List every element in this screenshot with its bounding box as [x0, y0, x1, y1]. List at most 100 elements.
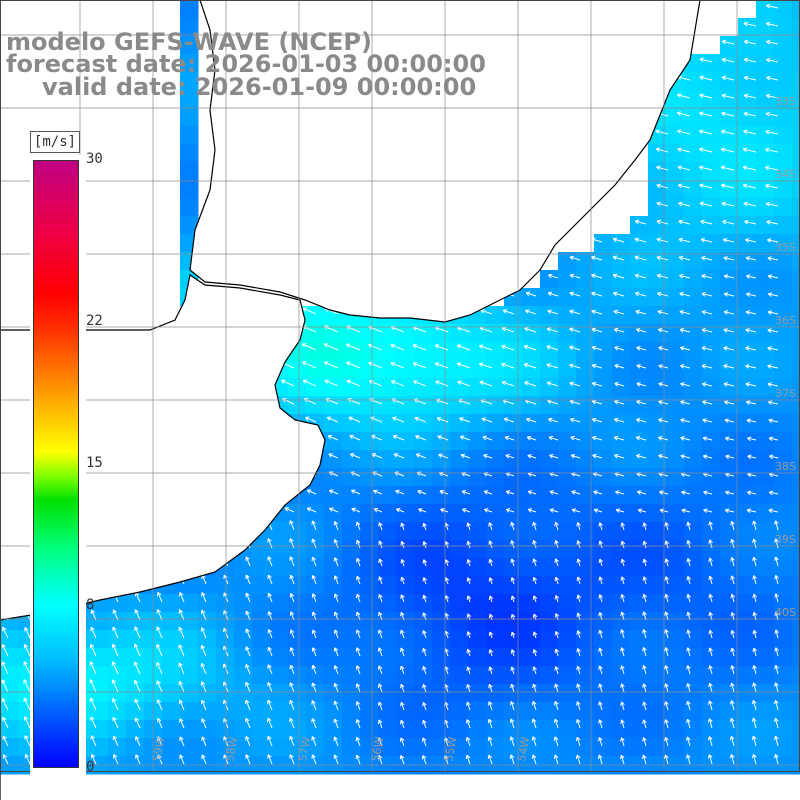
wind-arrow [434, 344, 449, 351]
wind-speed-cell [666, 288, 685, 307]
wind-speed-cell [450, 522, 469, 541]
wind-speed-cell [774, 234, 793, 253]
wind-speed-cell [342, 738, 361, 757]
wind-speed-cell [630, 504, 649, 523]
wind-arrow [415, 453, 427, 459]
wind-speed-cell [720, 126, 739, 145]
wind-speed-cell [306, 378, 325, 397]
wind-speed-cell [720, 144, 739, 163]
wind-speed-cell [486, 342, 505, 361]
wind-speed-cell [450, 360, 469, 379]
wind-speed-cell [522, 738, 541, 757]
wind-speed-cell [342, 612, 361, 631]
wind-arrow [157, 736, 163, 747]
wind-arrow [773, 717, 779, 729]
wind-arrow [642, 719, 647, 729]
wind-speed-cell [540, 612, 559, 631]
wind-arrow [510, 540, 515, 549]
wind-speed-cell [738, 36, 757, 55]
wind-arrow [245, 628, 251, 639]
wind-arrow [752, 556, 757, 567]
wind-arrow [725, 490, 735, 496]
wind-arrow [111, 661, 119, 675]
wind-speed-cell [666, 396, 685, 415]
wind-speed-cell [612, 522, 631, 541]
wind-speed-cell [324, 648, 343, 667]
wind-arrow [664, 719, 669, 729]
wind-arrow [767, 382, 779, 387]
wind-arrow [620, 629, 625, 639]
wind-arrow [346, 361, 361, 369]
wind-arrow [201, 718, 207, 729]
wind-speed-cell [738, 234, 757, 253]
wind-arrow [134, 717, 141, 729]
wind-arrow [532, 631, 538, 639]
wind-arrow [501, 326, 515, 333]
wind-arrow [681, 490, 691, 495]
wind-speed-cell [756, 414, 775, 433]
wind-speed-cell [216, 702, 235, 721]
wind-speed-cell [774, 630, 793, 649]
wind-arrow [752, 682, 757, 693]
wind-speed-cell [432, 738, 451, 757]
wind-speed-cell [792, 54, 800, 73]
wind-speed-cell [324, 414, 343, 433]
wind-arrow [24, 754, 31, 765]
wind-speed-cell [774, 450, 793, 469]
wind-arrow [634, 219, 647, 225]
wind-speed-cell [756, 396, 775, 415]
wind-speed-cell [720, 702, 739, 721]
wind-speed-cell [738, 594, 757, 613]
wind-speed-cell [252, 594, 271, 613]
wind-arrow [742, 165, 757, 171]
wind-speed-cell [594, 486, 613, 505]
wind-speed-cell [432, 558, 451, 577]
wind-speed-cell [648, 558, 667, 577]
wind-speed-cell [684, 108, 703, 127]
wind-arrow [289, 699, 295, 711]
wind-speed-cell [576, 450, 595, 469]
wind-arrow [323, 343, 339, 351]
wind-speed-cell [468, 450, 487, 469]
wind-arrow [747, 436, 757, 442]
wind-speed-cell [0, 738, 19, 757]
wind-arrow [658, 364, 669, 369]
wind-speed-cell [666, 702, 685, 721]
wind-arrow [2, 626, 9, 639]
wind-speed-cell [792, 594, 800, 613]
wind-speed-cell [396, 396, 415, 415]
wind-arrow [620, 701, 625, 711]
wind-arrow [179, 736, 185, 747]
wind-speed-cell [684, 72, 703, 91]
wind-speed-cell [540, 324, 559, 343]
wind-speed-cell [306, 612, 325, 631]
wind-speed-cell [558, 342, 577, 361]
wind-arrow [730, 647, 735, 657]
wind-speed-cell [630, 450, 649, 469]
wind-speed-cell [756, 738, 775, 757]
wind-speed-cell [180, 36, 199, 55]
wind-speed-cell [414, 450, 433, 469]
wind-speed-cell [504, 306, 523, 325]
wind-arrow [355, 683, 361, 693]
wind-speed-cell [738, 108, 757, 127]
wind-speed-cell [360, 576, 379, 595]
wind-speed-cell [432, 450, 451, 469]
wind-arrow [554, 558, 559, 567]
wind-arrow [707, 754, 713, 765]
wind-speed-cell [684, 306, 703, 325]
wind-speed-cell [666, 612, 685, 631]
wind-arrow [355, 629, 361, 639]
wind-arrow [708, 593, 713, 603]
wind-arrow [156, 609, 163, 621]
wind-speed-cell [504, 486, 523, 505]
wind-speed-cell [720, 54, 739, 73]
wind-arrow [729, 717, 735, 729]
wind-speed-cell [396, 540, 415, 559]
wind-speed-cell [432, 486, 451, 505]
wind-arrow [703, 490, 713, 495]
wind-speed-cell [648, 684, 667, 703]
wind-speed-cell [432, 630, 451, 649]
wind-arrow [721, 93, 735, 99]
wind-speed-cell [468, 378, 487, 397]
